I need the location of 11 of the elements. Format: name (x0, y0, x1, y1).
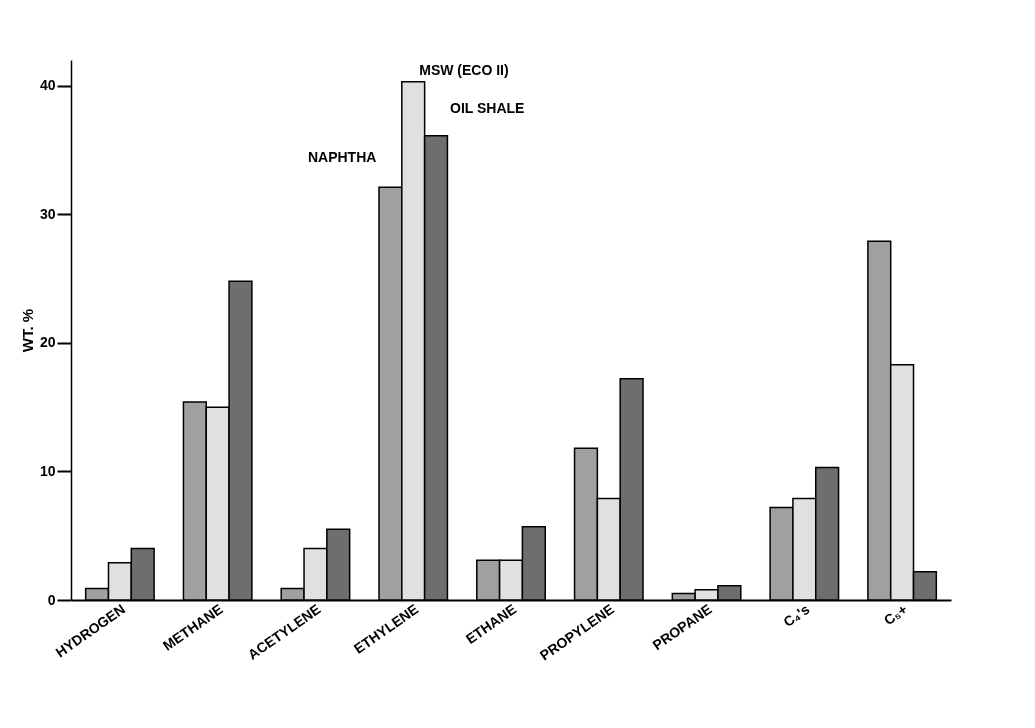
series-label: MSW (ECO II) (419, 61, 509, 78)
y-tick-label: 40 (39, 77, 56, 94)
y-tick-label: 10 (39, 462, 56, 479)
y-tick-label: 30 (39, 205, 56, 222)
x-tick-label: C₄'s (780, 600, 813, 630)
y-tick-label: 0 (47, 591, 56, 608)
y-tick-label: 20 (39, 334, 56, 351)
x-tick-label: C₅+ (880, 600, 911, 629)
y-axis-title: WT. % (18, 308, 36, 353)
series-label: OIL SHALE (450, 99, 525, 116)
series-label: NAPHTHA (307, 149, 377, 166)
